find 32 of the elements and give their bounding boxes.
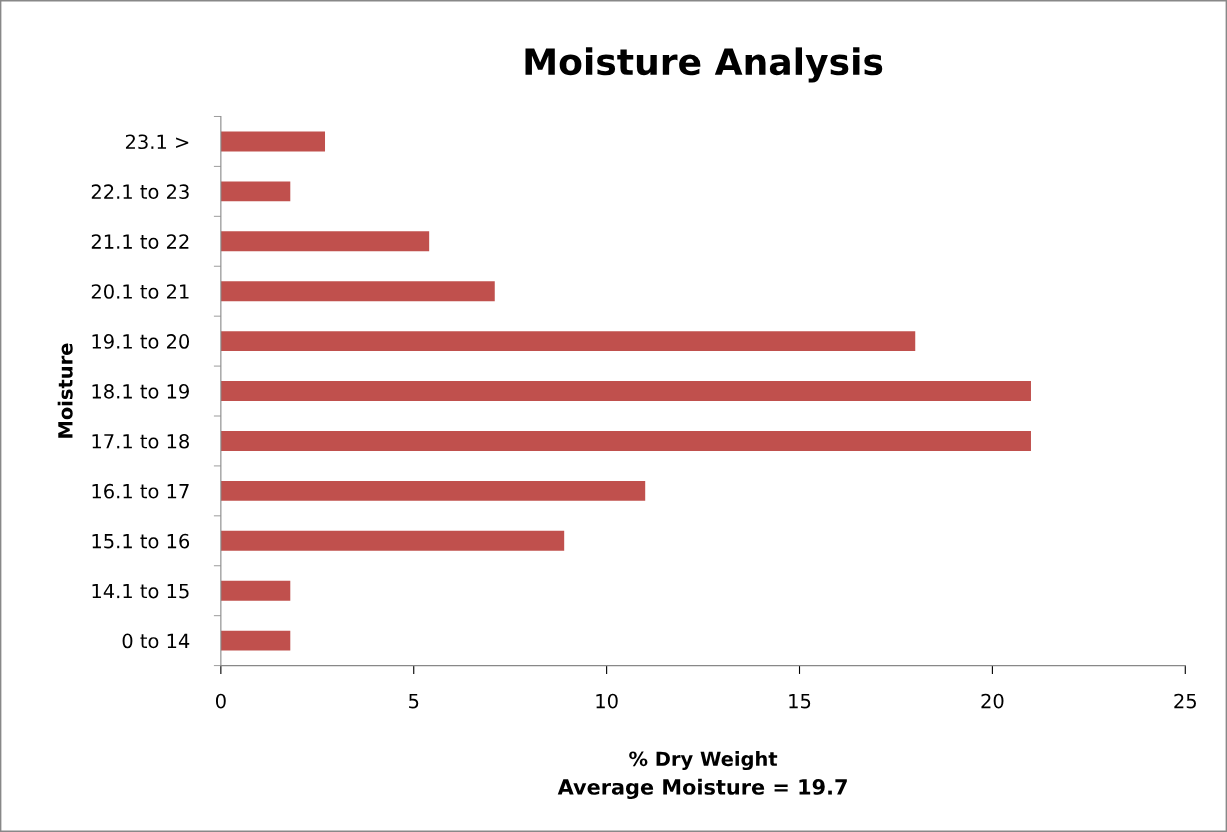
- y-tick-label: 22.1 to 23: [91, 184, 189, 200]
- bar: [220, 630, 291, 651]
- y-tick-label: 21.1 to 22: [91, 234, 189, 249]
- bar: [220, 331, 916, 352]
- bar: [220, 530, 565, 551]
- x-tick-label: 25: [1174, 693, 1196, 709]
- bar: [220, 181, 291, 202]
- bar: [220, 580, 291, 601]
- x-tick-label: 20: [981, 693, 1004, 709]
- x-tick-label: 5: [409, 693, 419, 709]
- y-tick-label: 19.1 to 20: [92, 334, 190, 349]
- chart-title: Moisture Analysis: [525, 47, 883, 83]
- bar: [220, 381, 1031, 402]
- y-axis-title: Moisture: [57, 343, 73, 438]
- y-tick-label: 14.1 to 15: [92, 583, 189, 599]
- bar: [220, 480, 646, 501]
- y-tick-label: 23.1 >: [125, 134, 189, 150]
- bar: [220, 131, 326, 152]
- bar: [220, 231, 430, 252]
- y-tick-label: 15.1 to 16: [92, 533, 190, 549]
- y-tick-label: 17.1 to 18: [92, 433, 189, 449]
- bar: [220, 430, 1031, 451]
- x-axis-title: % Dry Weight: [629, 751, 778, 771]
- text: Average Moisture = 19.7: [557, 778, 847, 800]
- y-tick-label: 20.1 to 21: [91, 284, 189, 299]
- x-tick-label: 0: [215, 693, 226, 709]
- bar: [220, 281, 495, 302]
- y-tick-label: 0 to 14: [122, 633, 190, 649]
- x-tick-label: 10: [596, 693, 618, 709]
- y-tick-label: 18.1 to 19: [92, 384, 189, 399]
- x-tick-label: 15: [789, 693, 811, 709]
- y-tick-label: 16.1 to 17: [92, 483, 189, 499]
